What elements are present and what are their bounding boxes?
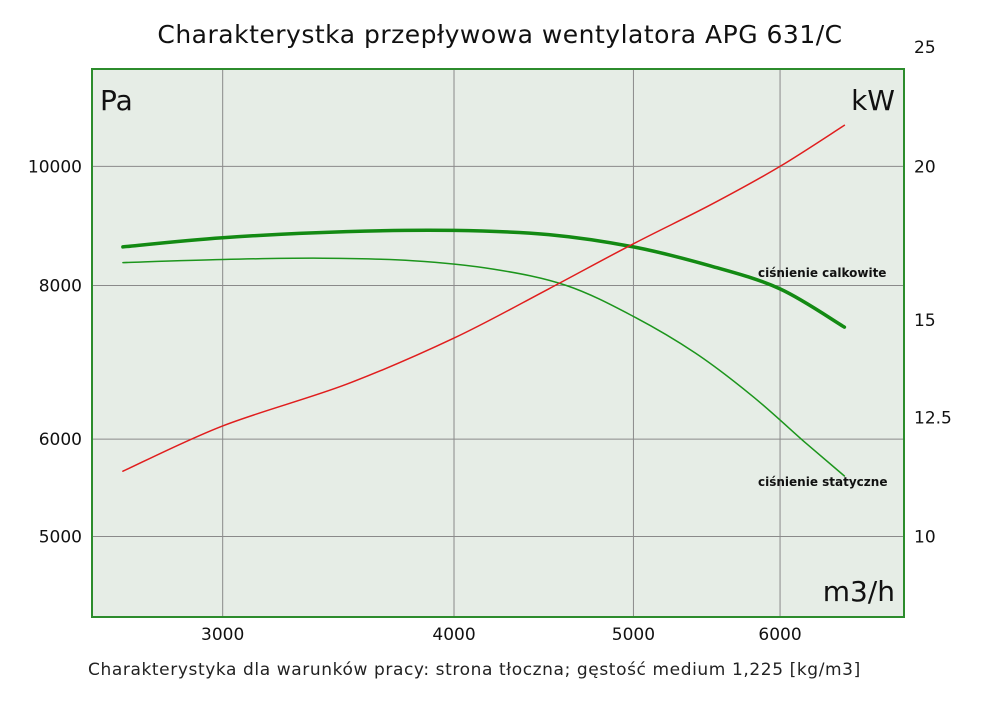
x-axis-label: m3/h [823,575,895,608]
x-tick-label: 6000 [758,625,801,645]
y-right-tick-label: 10 [914,527,936,547]
y-axis-right-label: kW [851,84,895,117]
total-pressure-line [121,228,847,329]
y-right-tick-label: 20 [914,157,936,177]
static-pressure-line [122,257,846,477]
y-left-tick-label: 10000 [28,157,82,177]
series-group [121,124,847,477]
tick-labels: 3000 4000 5000 6000 5000 6000 8000 10000 10 12.5 1… [28,38,952,645]
y-left-tick-label: 8000 [39,277,82,297]
plot-border [91,68,905,618]
footnote: Charakterystyka dla warunków pracy: stro… [88,660,861,680]
y-right-tick-label: 12.5 [914,408,952,428]
x-tick-label: 4000 [432,625,475,645]
power-line [122,124,846,472]
y-right-tick-label: 25 [914,38,936,58]
x-tick-label: 5000 [612,625,655,645]
y-left-tick-label: 5000 [39,527,82,547]
y-right-tick-label: 15 [914,311,936,331]
y-left-tick-label: 6000 [39,430,82,450]
x-tick-label: 3000 [201,625,244,645]
plot-area [92,69,904,617]
y-axis-left-label: Pa [100,84,133,117]
series-label-total-pressure: ciśnienie calkowite [758,266,886,280]
chart-title: Charakterystka przepływowa wentylatora A… [157,20,843,49]
series-label-static-pressure: ciśnienie statyczne [758,475,887,489]
